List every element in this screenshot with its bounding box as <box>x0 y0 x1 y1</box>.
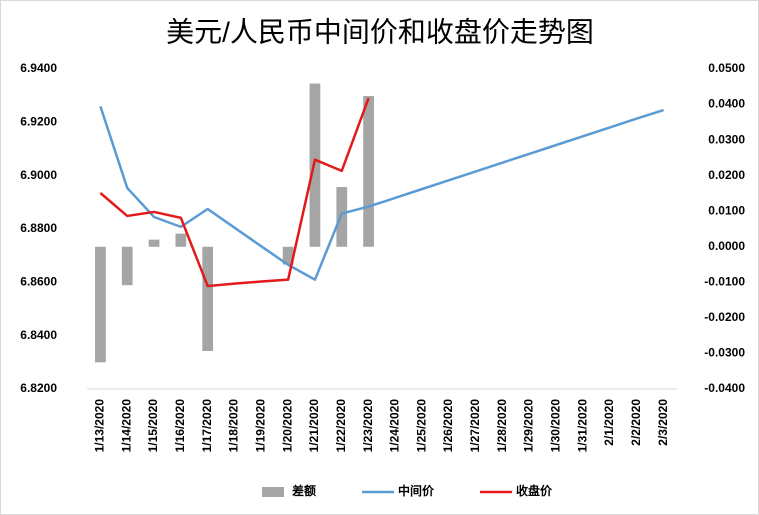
x-tick-label: 1/25/2020 <box>414 399 428 453</box>
x-tick-label: 1/30/2020 <box>548 399 562 453</box>
x-tick-label: 1/17/2020 <box>200 399 214 453</box>
bar <box>95 246 106 363</box>
x-tick-label: 1/23/2020 <box>361 399 375 453</box>
y2-tick-label: 0.0400 <box>708 97 745 111</box>
x-tick-label: 1/20/2020 <box>280 399 294 453</box>
bar <box>336 187 348 247</box>
x-tick-label: 1/27/2020 <box>468 399 482 453</box>
bar <box>363 96 374 247</box>
chart-title: 美元/人民币中间价和收盘价走势图 <box>166 16 594 47</box>
legend-label: 差额 <box>291 483 316 498</box>
bar <box>121 246 133 286</box>
x-tick-label: 2/3/2020 <box>656 399 670 446</box>
y-tick-label: 6.9000 <box>20 168 57 182</box>
x-tick-label: 2/1/2020 <box>602 399 616 446</box>
bar <box>282 246 294 265</box>
x-tick-label: 1/29/2020 <box>522 399 536 453</box>
x-tick-label: 1/21/2020 <box>307 399 321 453</box>
x-tick-label: 1/22/2020 <box>334 399 348 453</box>
x-tick-label: 1/19/2020 <box>253 399 267 453</box>
x-tick-label: 1/16/2020 <box>173 399 187 453</box>
line <box>99 105 664 281</box>
y2-tick-label: 0.0200 <box>708 168 745 182</box>
x-tick-label: 1/24/2020 <box>388 399 402 453</box>
y2-tick-label: -0.0400 <box>704 381 745 395</box>
y2-tick-label: -0.0100 <box>704 275 745 289</box>
x-tick-label: 1/13/2020 <box>93 399 107 453</box>
bar <box>175 233 187 247</box>
y2-tick-label: -0.0300 <box>704 346 745 360</box>
y2-tick-label: 0.0300 <box>708 132 745 146</box>
y2-tick-label: 0.0500 <box>708 61 745 75</box>
x-tick-label: 1/31/2020 <box>575 399 589 453</box>
y2-tick-label: 0.0000 <box>708 239 745 253</box>
y-tick-label: 6.8400 <box>20 328 57 342</box>
legend-swatch <box>262 487 284 497</box>
x-tick-label: 1/14/2020 <box>119 399 133 453</box>
y-tick-label: 6.9200 <box>20 115 57 129</box>
y-tick-label: 6.8800 <box>20 221 57 235</box>
y2-tick-label: -0.0200 <box>704 310 745 324</box>
x-tick-label: 1/26/2020 <box>441 399 455 453</box>
y-tick-label: 6.8600 <box>20 275 57 289</box>
y2-tick-label: 0.0100 <box>708 203 745 217</box>
legend-label: 收盘价 <box>516 483 553 498</box>
x-tick-label: 1/15/2020 <box>146 399 160 453</box>
bar <box>148 239 160 247</box>
x-tick-label: 1/18/2020 <box>227 399 241 453</box>
x-tick-label: 1/28/2020 <box>495 399 509 453</box>
bar <box>202 246 214 351</box>
x-tick-label: 2/2/2020 <box>629 399 643 446</box>
y-tick-label: 6.8200 <box>20 381 57 395</box>
y-tick-label: 6.9400 <box>20 61 57 75</box>
line <box>99 97 370 288</box>
legend-label: 中间价 <box>398 483 435 498</box>
